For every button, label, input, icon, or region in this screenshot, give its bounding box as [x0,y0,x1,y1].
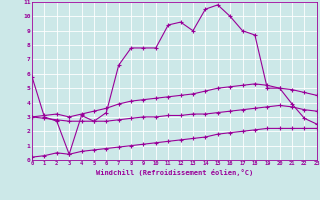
X-axis label: Windchill (Refroidissement éolien,°C): Windchill (Refroidissement éolien,°C) [96,169,253,176]
